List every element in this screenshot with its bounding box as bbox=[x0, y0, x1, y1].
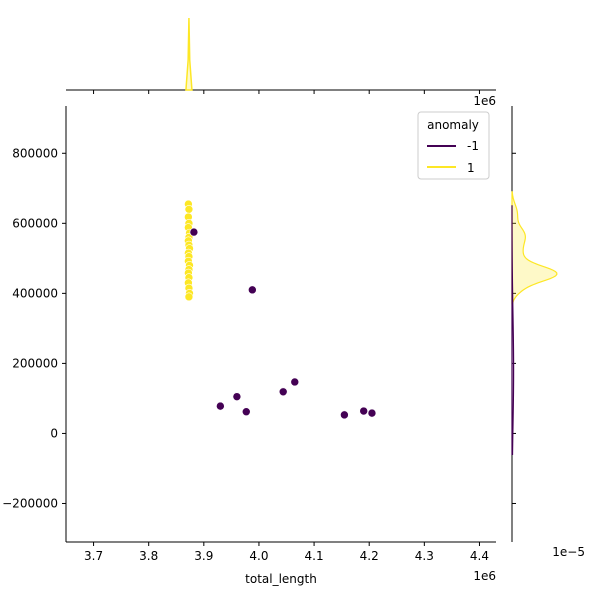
legend-label-1: 1 bbox=[467, 161, 475, 175]
legend: anomaly -1 1 bbox=[417, 111, 490, 180]
top-marginal-axes bbox=[66, 17, 496, 94]
right-marginal-axes: 1e−5 bbox=[511, 106, 585, 559]
anomaly-point bbox=[248, 285, 257, 295]
scatter-points bbox=[184, 199, 377, 420]
normal-point bbox=[184, 205, 194, 214]
anomaly-point bbox=[216, 401, 225, 411]
normal-point bbox=[184, 292, 194, 302]
x-tick-label: 4.1 bbox=[305, 549, 324, 563]
x-axis-label: total_length bbox=[245, 572, 317, 586]
right-marginal-kde-normal bbox=[511, 205, 515, 456]
x-tick-label: 4.0 bbox=[249, 549, 268, 563]
y-offset-label: 1e6 bbox=[473, 94, 496, 108]
y-tick-label: −200000 bbox=[2, 496, 58, 510]
x-tick-label: 4.3 bbox=[415, 549, 434, 563]
anomaly-point bbox=[290, 377, 300, 387]
x-tick-label: 3.9 bbox=[194, 549, 213, 563]
anomaly-point bbox=[359, 406, 368, 416]
y-tick-label: 600000 bbox=[12, 216, 58, 230]
y-tick-label: 800000 bbox=[12, 146, 58, 160]
anomaly-point bbox=[189, 227, 199, 237]
x-tick-label: 4.2 bbox=[360, 549, 379, 563]
anomaly-point bbox=[241, 407, 251, 417]
anomaly-point bbox=[367, 408, 377, 418]
right-marginal-kde-anomaly bbox=[511, 191, 558, 305]
top-marginal-ticks bbox=[93, 90, 480, 94]
x-ticks: 3.7 3.8 3.9 4.0 4.1 4.2 4.3 4.4 bbox=[84, 542, 489, 563]
anomaly-point bbox=[232, 392, 242, 401]
top-marginal-kde bbox=[185, 17, 193, 91]
y-ticks: −200000 0 200000 400000 600000 800000 bbox=[2, 146, 66, 510]
legend-title: anomaly bbox=[427, 118, 479, 132]
legend-label-neg1: -1 bbox=[467, 139, 479, 153]
y-tick-label: 0 bbox=[50, 426, 58, 440]
anomaly-point bbox=[278, 387, 288, 397]
y-tick-label: 400000 bbox=[12, 286, 58, 300]
x-offset-label: 1e6 bbox=[473, 569, 496, 583]
x-tick-label: 3.8 bbox=[139, 549, 158, 563]
x-tick-label: 4.4 bbox=[470, 549, 489, 563]
anomaly-point bbox=[340, 410, 349, 420]
y-tick-label: 200000 bbox=[12, 356, 58, 370]
marginal-offset-label: 1e−5 bbox=[552, 545, 585, 559]
main-axes: 3.7 3.8 3.9 4.0 4.1 4.2 4.3 4.4 −200000 0 200000 4… bbox=[2, 94, 496, 586]
x-tick-label: 3.7 bbox=[84, 549, 103, 563]
